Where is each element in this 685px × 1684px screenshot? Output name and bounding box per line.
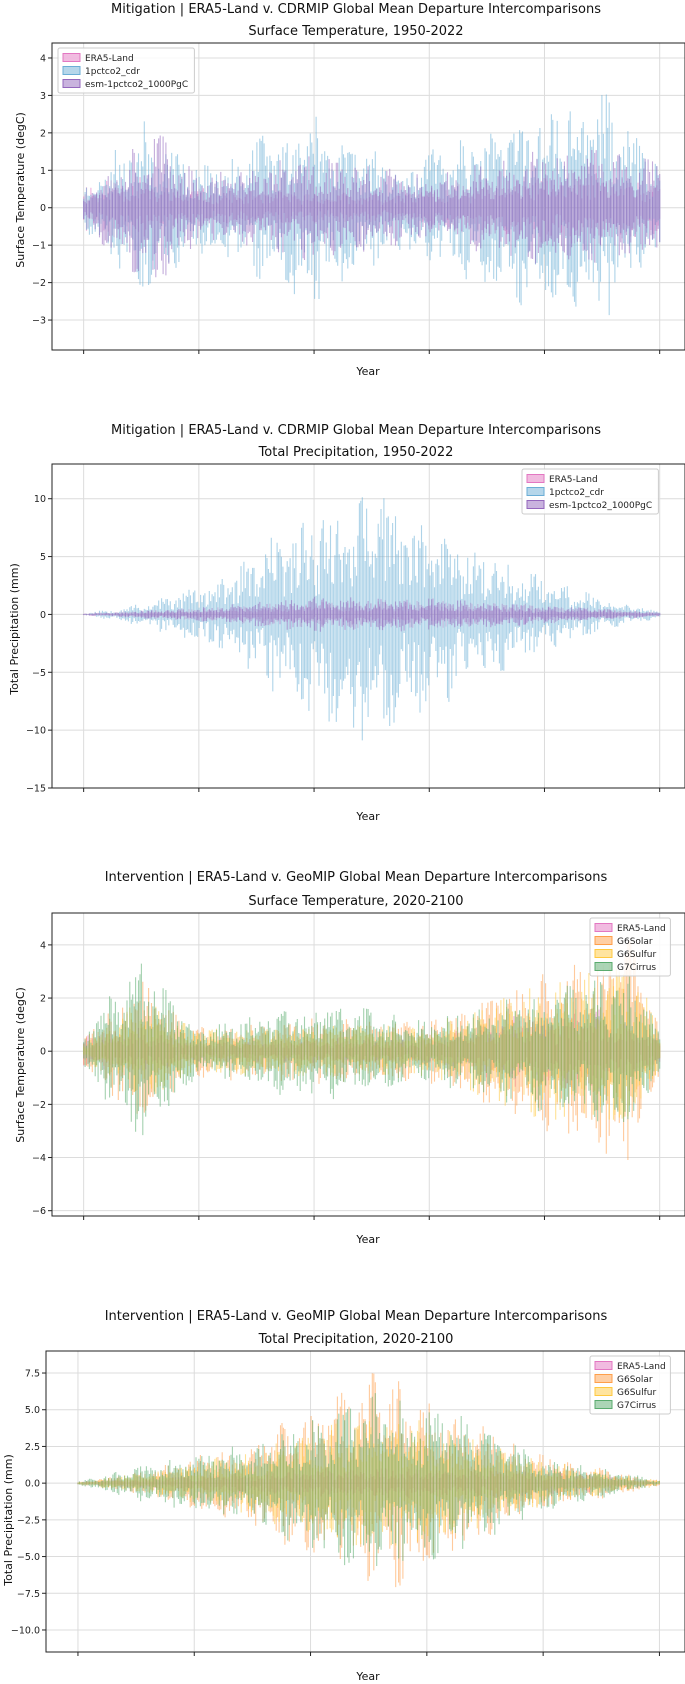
legend-swatch bbox=[594, 1400, 613, 1409]
y-tick-label: −3 bbox=[32, 316, 46, 327]
y-tick-label: −5.0 bbox=[17, 1552, 40, 1563]
legend-swatch bbox=[526, 487, 545, 496]
series-g7cirrus bbox=[83, 963, 661, 1136]
y-tick-label: 4 bbox=[40, 940, 46, 951]
series-1pctco2-cdr bbox=[83, 497, 661, 741]
legend-label: esm-1pctco2_1000PgC bbox=[85, 80, 188, 90]
legend-label: G7Cirrus bbox=[617, 963, 656, 973]
legend-swatch bbox=[526, 500, 545, 509]
y-tick-label: −4 bbox=[32, 1153, 46, 1164]
legend-frame bbox=[521, 468, 659, 515]
legend-swatch bbox=[62, 79, 81, 88]
legend: ERA5-Land G6Solar G6Sulfur G7Cirrus bbox=[589, 917, 671, 977]
legend-label: 1pctco2_cdr bbox=[85, 67, 140, 77]
y-tick-label: 5 bbox=[40, 552, 46, 563]
plot-frame bbox=[45, 1350, 685, 1653]
plot-frame bbox=[51, 463, 685, 789]
chart-title: Intervention | ERA5-Land v. GeoMIP Globa… bbox=[105, 1309, 608, 1324]
x-axis-label: Year bbox=[355, 365, 380, 378]
y-axis-label: Total Precipitation (mm) bbox=[8, 563, 21, 695]
x-axis-label: Year bbox=[355, 810, 380, 823]
legend-label: G6Solar bbox=[617, 937, 653, 947]
legend-label: G7Cirrus bbox=[617, 1401, 656, 1411]
y-tick-label: 1 bbox=[40, 166, 46, 177]
y-tick-label: −15 bbox=[26, 784, 46, 795]
series-esm-1pctco2-1000pgc bbox=[83, 596, 661, 632]
y-tick-label: 3 bbox=[40, 91, 46, 102]
legend-label: 1pctco2_cdr bbox=[549, 488, 604, 498]
y-tick-label: 4 bbox=[40, 53, 46, 64]
y-tick-label: −2 bbox=[32, 1100, 46, 1111]
y-tick-label: −10.0 bbox=[11, 1625, 40, 1636]
chart-surface-temperature-cdrmip: Mitigation | ERA5-Land v. CDRMIP Global … bbox=[14, 2, 685, 378]
y-tick-label: −10 bbox=[26, 726, 46, 737]
y-axis-label: Surface Temperature (degC) bbox=[14, 987, 27, 1143]
legend-label: ERA5-Land bbox=[549, 475, 598, 485]
legend-label: G6Sulfur bbox=[617, 950, 656, 960]
chart-total-precipitation-cdrmip: Mitigation | ERA5-Land v. CDRMIP Global … bbox=[8, 423, 685, 823]
legend-label: ERA5-Land bbox=[617, 1362, 666, 1372]
y-tick-label: 10 bbox=[34, 494, 46, 505]
legend-label: G6Sulfur bbox=[617, 1388, 656, 1398]
legend-swatch bbox=[526, 474, 545, 483]
legend-swatch bbox=[594, 1374, 613, 1383]
y-tick-label: −2 bbox=[32, 278, 46, 289]
legend-frame bbox=[589, 1355, 671, 1415]
legend-swatch bbox=[594, 936, 613, 945]
y-tick-label: −7.5 bbox=[17, 1589, 40, 1600]
legend: ERA5-Land 1pctco2_cdr esm-1pctco2_1000PgC bbox=[57, 47, 195, 94]
y-tick-label: 7.5 bbox=[25, 1369, 40, 1380]
legend-frame bbox=[589, 917, 671, 977]
y-tick-label: 2.5 bbox=[25, 1442, 40, 1453]
y-tick-label: −6 bbox=[32, 1206, 46, 1217]
chart-subtitle: Surface Temperature, 1950-2022 bbox=[248, 24, 463, 39]
y-tick-label: −2.5 bbox=[17, 1515, 40, 1526]
y-tick-label: −1 bbox=[32, 241, 46, 252]
legend: ERA5-Land G6Solar G6Sulfur G7Cirrus bbox=[589, 1355, 671, 1415]
y-tick-label: 0 bbox=[40, 1047, 46, 1058]
chart-title: Mitigation | ERA5-Land v. CDRMIP Global … bbox=[111, 423, 601, 438]
legend-swatch bbox=[594, 923, 613, 932]
y-tick-label: −5 bbox=[32, 668, 46, 679]
y-axis-label: Surface Temperature (degC) bbox=[14, 112, 27, 268]
legend-swatch bbox=[594, 949, 613, 958]
legend-swatch bbox=[62, 53, 81, 62]
legend-swatch bbox=[62, 66, 81, 75]
y-tick-label: 2 bbox=[40, 128, 46, 139]
y-tick-label: 0 bbox=[40, 610, 46, 621]
legend-swatch bbox=[594, 1361, 613, 1370]
x-axis-label: Year bbox=[355, 1233, 380, 1246]
y-axis-label: Total Precipitation (mm) bbox=[2, 1454, 15, 1586]
chart-subtitle: Total Precipitation, 1950-2022 bbox=[258, 445, 454, 460]
legend-label: ERA5-Land bbox=[85, 54, 134, 64]
legend-swatch bbox=[594, 962, 613, 971]
legend: ERA5-Land 1pctco2_cdr esm-1pctco2_1000PgC bbox=[521, 468, 659, 515]
legend-frame bbox=[57, 47, 195, 94]
x-axis-label: Year bbox=[355, 1670, 380, 1683]
chart-subtitle: Surface Temperature, 2020-2100 bbox=[248, 894, 463, 909]
plot-frame bbox=[51, 912, 685, 1217]
legend-swatch bbox=[594, 1387, 613, 1396]
chart-title: Intervention | ERA5-Land v. GeoMIP Globa… bbox=[105, 870, 608, 885]
y-tick-label: 2 bbox=[40, 994, 46, 1005]
y-tick-label: 5.0 bbox=[25, 1405, 40, 1416]
legend-label: G6Solar bbox=[617, 1375, 653, 1385]
y-tick-label: 0 bbox=[40, 203, 46, 214]
series-esm-1pctco2-1000pgc bbox=[83, 135, 661, 278]
legend-label: ERA5-Land bbox=[617, 924, 666, 934]
legend-label: esm-1pctco2_1000PgC bbox=[549, 501, 652, 511]
chart-surface-temperature-geomip: Intervention | ERA5-Land v. GeoMIP Globa… bbox=[14, 870, 685, 1246]
chart-title: Mitigation | ERA5-Land v. CDRMIP Global … bbox=[111, 2, 601, 17]
y-tick-label: 0.0 bbox=[25, 1479, 40, 1490]
plot-frame bbox=[51, 42, 685, 351]
series-g7cirrus bbox=[77, 1393, 660, 1566]
chart-total-precipitation-geomip: Intervention | ERA5-Land v. GeoMIP Globa… bbox=[2, 1309, 685, 1683]
chart-subtitle: Total Precipitation, 2020-2100 bbox=[258, 1332, 454, 1347]
